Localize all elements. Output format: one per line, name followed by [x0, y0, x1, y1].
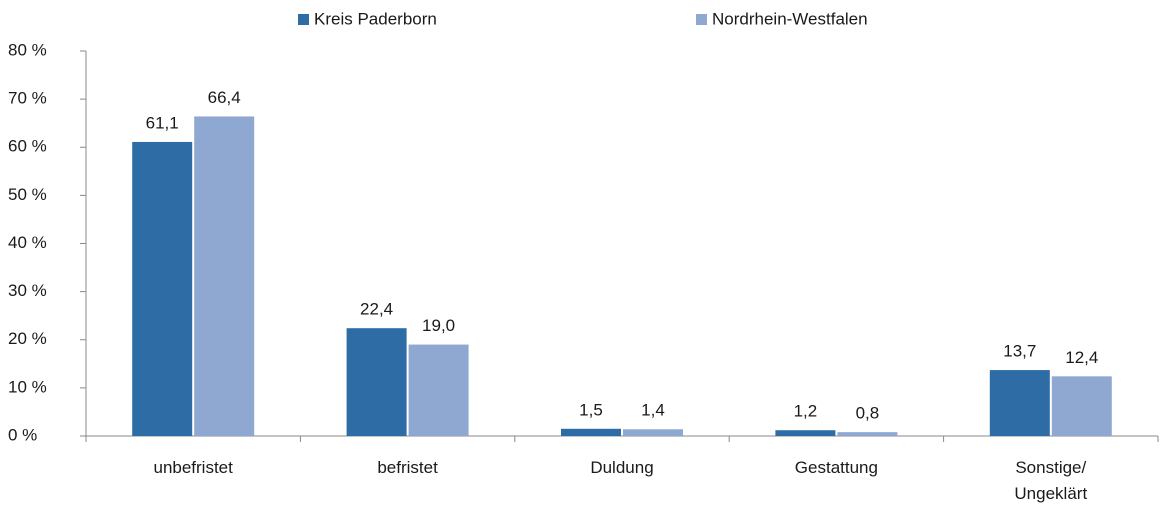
legend-swatch [298, 14, 309, 25]
bar [346, 328, 407, 436]
y-tick-label: 40 % [8, 233, 47, 252]
x-tick-label: Duldung [590, 458, 654, 477]
value-label: 0,8 [856, 404, 880, 423]
value-label: 13,7 [1003, 342, 1036, 361]
value-label: 1,5 [579, 400, 603, 419]
x-tick-label: befristet [377, 458, 438, 477]
bar [408, 344, 469, 436]
value-label: 66,4 [208, 88, 241, 107]
legend-swatch [696, 14, 707, 25]
y-tick-label: 0 % [8, 425, 37, 444]
value-label: 19,0 [422, 316, 455, 335]
bar [837, 432, 898, 436]
bar [775, 430, 836, 436]
y-tick-label: 20 % [8, 329, 47, 348]
y-tick-label: 50 % [8, 185, 47, 204]
value-label: 1,4 [641, 401, 665, 420]
value-label: 61,1 [146, 113, 179, 132]
legend-label: Kreis Paderborn [314, 9, 437, 28]
y-tick-label: 30 % [8, 281, 47, 300]
value-label: 1,2 [794, 402, 818, 421]
bar [561, 428, 621, 436]
x-tick-label: unbefristet [153, 458, 233, 477]
x-tick-label: Sonstige/ Ungeklärt [1014, 458, 1088, 503]
y-tick-label: 70 % [8, 89, 47, 108]
bar [194, 116, 255, 436]
value-label: 22,4 [360, 300, 393, 319]
value-label: 12,4 [1065, 348, 1098, 367]
legend-label: Nordrhein-Westfalen [712, 9, 868, 28]
bar [132, 141, 193, 437]
y-tick-label: 80 % [8, 40, 47, 59]
bar [1051, 376, 1112, 436]
y-tick-label: 60 % [8, 137, 47, 156]
y-tick-label: 10 % [8, 377, 47, 396]
x-tick-label: Gestattung [794, 458, 878, 477]
bar [623, 429, 683, 436]
bar [989, 370, 1050, 436]
